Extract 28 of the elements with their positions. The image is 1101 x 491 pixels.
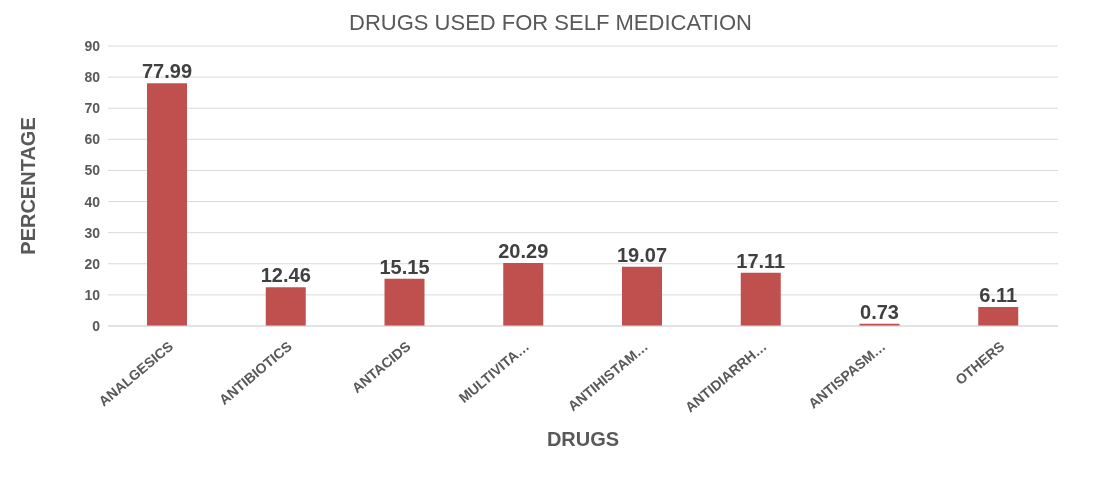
bar <box>503 262 544 326</box>
y-tick-label: 0 <box>92 317 101 334</box>
y-tick-label: 90 <box>84 37 101 54</box>
chart-title: DRUGS USED FOR SELF MEDICATION <box>348 10 753 36</box>
y-tick-label: 10 <box>84 286 101 303</box>
bar <box>384 278 425 326</box>
y-axis-title: PERCENTAGE <box>17 117 40 255</box>
data-label: 19.07 <box>616 243 668 266</box>
data-label: 6.11 <box>979 283 1018 306</box>
data-label: 20.29 <box>498 239 549 262</box>
y-tick-label: 80 <box>84 69 101 86</box>
bar <box>978 306 1019 326</box>
y-tick-label: 60 <box>84 131 101 148</box>
bar <box>740 272 781 326</box>
y-tick-label: 70 <box>84 100 101 117</box>
x-axis-title: DRUGS <box>546 428 620 450</box>
y-tick-label: 20 <box>84 255 101 272</box>
data-label: 15.15 <box>379 255 430 278</box>
bar <box>622 266 662 326</box>
data-label: 0.73 <box>860 300 899 323</box>
y-tick-label: 30 <box>84 224 101 241</box>
data-label: 12.46 <box>260 264 311 287</box>
data-label: 77.99 <box>141 60 193 83</box>
data-label: 17.11 <box>736 249 786 272</box>
y-tick-label: 40 <box>84 193 101 210</box>
bar <box>147 83 187 326</box>
bar <box>265 287 306 326</box>
y-tick-label: 50 <box>84 162 101 179</box>
